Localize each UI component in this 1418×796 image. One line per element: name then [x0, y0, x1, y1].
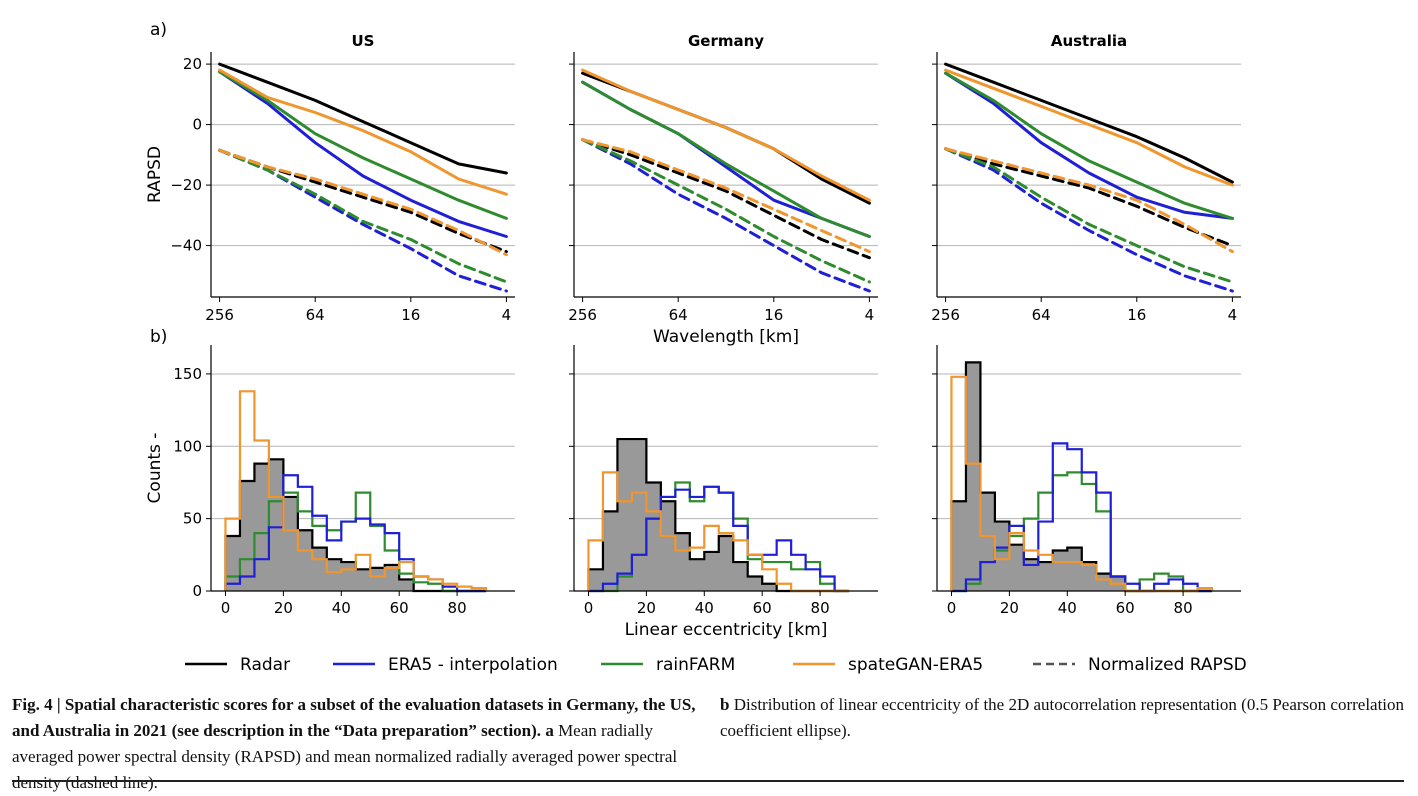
x-tick-label: 20: [1000, 599, 1019, 617]
x-axis-label: Linear eccentricity [km]: [625, 620, 828, 640]
chart-title: US: [352, 32, 375, 50]
x-tick-label: 16: [1127, 306, 1146, 324]
plot-area: US 256 64 16 4 20 0 −20 −40 RAPSD Germany 256 64 16 4 W…: [145, 32, 1241, 640]
series-line-spategan-era5-solid: [944, 68, 1234, 187]
y-tick-label: 20: [183, 55, 202, 73]
legend-label-rainfarm: rainFARM: [656, 655, 735, 675]
series-line-spategan-era5-dashed: [944, 147, 1234, 254]
eccentricity-panel-australia: 0 20 40 60 80: [932, 345, 1241, 617]
y-tick-label: 100: [173, 437, 202, 455]
y-tick-label: 0: [192, 116, 202, 134]
x-tick-label: 4: [502, 306, 512, 324]
series-line-spategan-era5-dashed: [581, 138, 871, 254]
legend-label-spategan: spateGAN-ERA5: [848, 655, 983, 675]
histogram-fill-radar: [225, 459, 487, 591]
series-line-spategan-era5-dashed: [218, 148, 508, 257]
caption-b-text: Distribution of linear eccentricity of t…: [720, 695, 1405, 740]
x-tick-label: 80: [448, 599, 467, 617]
x-tick-label: 0: [584, 599, 594, 617]
series-line-rainfarm-dashed: [944, 147, 1234, 284]
x-tick-label: 20: [637, 599, 656, 617]
series-line-era5-interpolation-dashed: [581, 138, 871, 293]
histogram-fill-radar: [951, 362, 1213, 591]
panel-label-a: a): [150, 20, 167, 40]
series-line-radar-solid: [218, 62, 508, 175]
x-axis-label: Wavelength [km]: [653, 327, 799, 347]
legend-label-era5: ERA5 - interpolation: [388, 655, 558, 675]
x-tick-label: 60: [390, 599, 409, 617]
x-tick-label: 80: [1174, 599, 1193, 617]
x-tick-label: 256: [205, 306, 234, 324]
legend-label-normalized: Normalized RAPSD: [1088, 655, 1247, 675]
series-line-radar-dashed: [581, 138, 871, 260]
x-tick-label: 60: [753, 599, 772, 617]
rapsd-panel-us: US 256 64 16 4 20 0 −20 −40 RAPSD: [145, 32, 515, 324]
x-tick-label: 256: [568, 306, 597, 324]
x-tick-label: 64: [1032, 306, 1051, 324]
y-tick-label: 0: [192, 582, 202, 600]
histogram-fill-radar: [588, 439, 850, 591]
caption-left: Fig. 4 | Spatial characteristic scores f…: [12, 692, 702, 796]
series-line-rainfarm-solid: [581, 80, 871, 238]
caption-right: b Distribution of linear eccentricity of…: [720, 692, 1410, 744]
bottom-rule: [12, 780, 1404, 782]
x-tick-label: 64: [669, 306, 688, 324]
caption-fig-label: Fig. 4 |: [12, 695, 61, 714]
figure-canvas: a) b) US 256 64 16 4 20 0 −20 −40 RAPSD Germany 256…: [145, 20, 1247, 675]
x-tick-label: 64: [306, 306, 325, 324]
caption-a-text: Mean radially averaged power spectral de…: [12, 721, 678, 792]
x-tick-label: 40: [695, 599, 714, 617]
x-tick-label: 16: [401, 306, 420, 324]
x-tick-label: 20: [274, 599, 293, 617]
legend: Radar ERA5 - interpolation rainFARM spateGA…: [185, 655, 1247, 675]
series-line-rainfarm-solid: [218, 70, 508, 220]
series-line-era5-interpolation-solid: [944, 71, 1234, 220]
y-tick-label: −40: [170, 237, 202, 255]
series-line-rainfarm-solid: [944, 71, 1234, 220]
caption-a-label: a: [545, 721, 554, 740]
x-tick-label: 80: [811, 599, 830, 617]
y-tick-label: 50: [183, 510, 202, 528]
x-tick-label: 0: [947, 599, 957, 617]
x-tick-label: 4: [865, 306, 875, 324]
y-axis-label: Counts -: [145, 433, 165, 504]
histogram-outline-era5-interpolation: [588, 485, 850, 593]
series-line-era5-interpolation-solid: [218, 70, 508, 238]
x-tick-label: 60: [1116, 599, 1135, 617]
panel-label-b: b): [150, 327, 167, 347]
legend-label-radar: Radar: [240, 655, 290, 675]
eccentricity-panel-germany: 0 20 40 60 80 Linear eccentricity [km]: [569, 345, 878, 640]
chart-title: Germany: [688, 32, 764, 50]
x-tick-label: 40: [332, 599, 351, 617]
x-tick-label: 256: [931, 306, 960, 324]
y-axis-label: RAPSD: [145, 146, 165, 203]
histogram-outline-spategan-era5: [224, 390, 488, 591]
series-line-spategan-era5-solid: [581, 68, 871, 202]
series-line-radar-solid: [944, 62, 1234, 184]
series-line-spategan-era5-solid: [218, 68, 508, 196]
series-line-rainfarm-dashed: [581, 138, 871, 284]
series-line-radar-solid: [581, 71, 871, 205]
x-tick-label: 4: [1228, 306, 1238, 324]
y-tick-label: −20: [170, 176, 202, 194]
chart-title: Australia: [1051, 32, 1127, 50]
x-tick-label: 0: [221, 599, 231, 617]
series-line-radar-dashed: [944, 147, 1234, 248]
caption-title: Spatial characteristic scores for a subs…: [12, 695, 696, 740]
x-tick-label: 40: [1058, 599, 1077, 617]
y-tick-label: 150: [173, 365, 202, 383]
rapsd-panel-germany: Germany 256 64 16 4 Wavelength [km]: [568, 32, 878, 347]
rapsd-panel-australia: Australia 256 64 16 4: [931, 32, 1241, 324]
histogram-outline-radar: [587, 437, 850, 593]
histogram-outline-radar: [224, 458, 487, 593]
series-line-rainfarm-dashed: [218, 148, 508, 284]
series-line-era5-interpolation-dashed: [944, 147, 1234, 293]
caption-b-label: b: [720, 695, 730, 714]
histogram-outline-spategan-era5: [587, 471, 850, 593]
eccentricity-panel-us: 0 20 40 60 80 0 50 100 150 Counts -: [145, 345, 515, 617]
x-tick-label: 16: [764, 306, 783, 324]
